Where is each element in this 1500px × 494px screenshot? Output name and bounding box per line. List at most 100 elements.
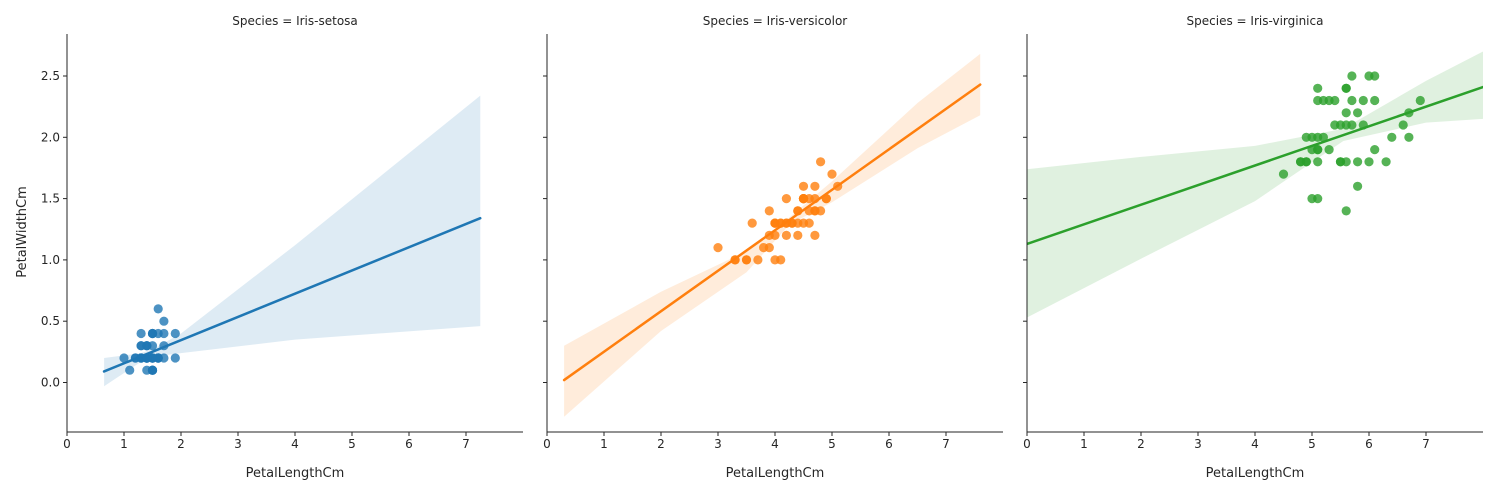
x-tick-label: 5	[828, 437, 836, 451]
x-tick-label: 2	[1137, 437, 1145, 451]
regression-line	[1027, 85, 1483, 246]
data-point	[1341, 108, 1351, 118]
data-point	[793, 230, 803, 240]
x-tick-label: 0	[1023, 437, 1031, 451]
data-point	[159, 316, 169, 326]
facet-title: Species = Iris-versicolor	[703, 14, 848, 28]
data-point	[1330, 95, 1340, 106]
facet-title: Species = Iris-virginica	[1187, 14, 1324, 28]
data-point	[1330, 120, 1340, 130]
x-tick-label: 4	[771, 437, 779, 451]
data-point	[776, 255, 786, 265]
data-point	[1370, 71, 1380, 81]
data-point	[142, 341, 152, 351]
data-point	[1398, 120, 1408, 130]
data-point	[125, 365, 135, 375]
data-point	[1313, 83, 1323, 93]
data-point	[759, 243, 769, 253]
data-point	[1364, 157, 1374, 167]
x-tick-label: 3	[714, 437, 722, 451]
x-tick-label: 7	[942, 437, 950, 451]
y-tick-label: 1.5	[41, 192, 60, 206]
plot-area	[102, 95, 482, 387]
data-point	[781, 194, 792, 204]
data-point	[136, 328, 146, 339]
data-point	[827, 169, 837, 179]
facet-iris-setosa: Species = Iris-setosa 0 1 2 3 4 5 6 7 0.0 0.5 1.0 1.…	[41, 14, 523, 481]
data-point	[1335, 157, 1346, 167]
y-tick-label: 2.5	[41, 69, 60, 83]
data-point	[747, 218, 757, 228]
y-tick-label: 0.5	[41, 314, 60, 328]
data-point	[147, 365, 158, 375]
confidence-band	[104, 95, 481, 387]
data-point	[1341, 206, 1351, 216]
data-point	[1353, 157, 1363, 167]
facet-title: Species = Iris-setosa	[232, 14, 358, 28]
data-point	[798, 181, 809, 191]
x-tick-label: 1	[600, 437, 608, 451]
x-tick-label: 2	[657, 437, 665, 451]
data-point	[713, 243, 723, 253]
data-point	[1381, 157, 1391, 167]
data-point	[1387, 132, 1397, 142]
x-tick-label: 4	[291, 437, 299, 451]
data-point	[1358, 95, 1368, 106]
data-point	[170, 328, 180, 339]
y-tick-label: 1.0	[41, 253, 60, 267]
data-point	[1341, 120, 1351, 130]
data-point	[816, 206, 826, 216]
x-axis-label: PetalLengthCm	[726, 466, 825, 481]
facet-iris-versicolor: Species = Iris-versicolor 0 1 2 3 4 5 6 7 PetalLe…	[543, 14, 1003, 481]
data-point	[753, 255, 763, 265]
regression-line	[562, 83, 982, 382]
x-tick-label: 5	[1308, 437, 1316, 451]
data-point	[764, 206, 774, 216]
data-point	[147, 328, 158, 339]
data-point	[153, 304, 163, 314]
data-point	[1415, 95, 1425, 106]
x-axis-label: PetalLengthCm	[246, 466, 345, 481]
plot-area	[1027, 51, 1483, 318]
data-point	[119, 353, 129, 363]
data-point	[1324, 145, 1334, 155]
facet-iris-virginica: Species = Iris-virginica 0 1 2 3 4 5 6 7 PetalLen…	[1023, 14, 1483, 481]
data-point	[1353, 181, 1363, 191]
data-point	[1313, 194, 1323, 204]
data-point	[1370, 95, 1380, 106]
data-point	[1347, 95, 1357, 106]
data-point	[1313, 157, 1323, 167]
y-tick-label: 0.0	[41, 376, 60, 390]
data-point	[1318, 95, 1328, 106]
x-tick-label: 3	[1194, 437, 1202, 451]
x-tick-label: 7	[1422, 437, 1430, 451]
x-tick-label: 6	[1365, 437, 1373, 451]
data-point	[810, 181, 820, 191]
data-point	[816, 157, 826, 167]
x-tick-label: 0	[63, 437, 71, 451]
data-point	[798, 194, 809, 204]
x-tick-label: 6	[405, 437, 413, 451]
x-tick-label: 2	[177, 437, 185, 451]
data-point	[1318, 132, 1328, 142]
data-point	[1278, 169, 1289, 179]
x-tick-label: 5	[348, 437, 356, 451]
x-tick-label: 7	[462, 437, 470, 451]
x-tick-label: 1	[120, 437, 128, 451]
data-point	[1404, 132, 1414, 142]
data-point	[804, 218, 814, 228]
x-tick-label: 0	[543, 437, 551, 451]
data-point	[781, 230, 792, 240]
data-point	[810, 230, 820, 240]
x-tick-label: 4	[1251, 437, 1259, 451]
data-point	[1341, 83, 1351, 93]
data-point	[1347, 71, 1357, 81]
data-point	[1370, 145, 1380, 155]
plot-area	[562, 53, 982, 417]
regression-line	[102, 216, 482, 373]
y-axis-label: PetalWidthCm	[15, 186, 30, 278]
x-axis-label: PetalLengthCm	[1206, 466, 1305, 481]
confidence-band	[1027, 51, 1483, 318]
data-point	[1296, 157, 1306, 167]
